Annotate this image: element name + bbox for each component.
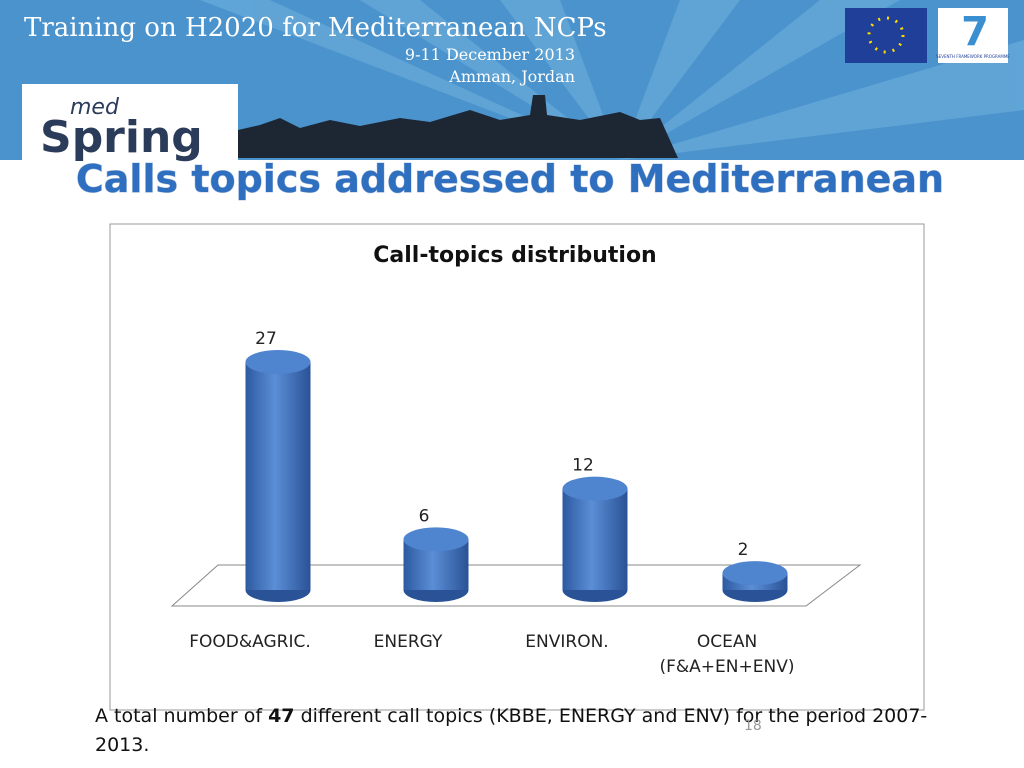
bar-top <box>403 527 469 552</box>
logo-box <box>22 84 238 162</box>
data-label: 12 <box>572 456 594 476</box>
header-title: Training on H2020 for Mediterranean NCPs <box>24 13 607 43</box>
data-label: 6 <box>419 506 430 526</box>
chart-title: Call-topics distribution <box>373 243 656 268</box>
bar <box>245 350 311 602</box>
footnote: A total number of 47 different call topi… <box>95 702 945 760</box>
header-date: 9-11 December 2013 <box>405 45 575 64</box>
bar-body <box>245 362 311 590</box>
fp7-seven: 7 <box>961 9 989 55</box>
logo-top: med <box>70 95 120 120</box>
logo-main: Spring <box>40 112 203 163</box>
eu-flag <box>845 8 927 63</box>
bar <box>403 527 469 602</box>
slide-title: Calls topics addressed to Mediterranean <box>76 157 944 201</box>
x-tick-label: FOOD&AGRIC. <box>189 632 311 652</box>
chart-floor <box>170 564 862 607</box>
bar <box>562 476 628 602</box>
footnote-text: different call topics (KBBE, ENERGY and … <box>95 705 928 756</box>
bar-body <box>562 488 628 590</box>
header-place: Amman, Jordan <box>448 67 575 86</box>
footnote-text: A total number of <box>95 705 269 727</box>
bar-top <box>245 350 311 374</box>
x-tick-label: ENVIRON. <box>525 632 609 652</box>
footnote-total: 47 <box>268 705 295 727</box>
skyline <box>238 95 678 158</box>
data-label: 2 <box>738 540 749 560</box>
bar <box>722 561 788 602</box>
x-tick-label: ENERGY <box>373 632 443 652</box>
x-tick-label: OCEAN (F&A+EN+ENV) <box>659 632 795 677</box>
fp7-logo <box>938 8 1008 63</box>
bar-top <box>722 561 788 586</box>
eu-stars <box>867 16 905 54</box>
data-label: 27 <box>255 329 277 349</box>
fp7-text: SEVENTH FRAMEWORK PROGRAMME <box>936 54 1010 59</box>
page-number: 18 <box>744 718 762 734</box>
bar-top <box>562 476 628 501</box>
